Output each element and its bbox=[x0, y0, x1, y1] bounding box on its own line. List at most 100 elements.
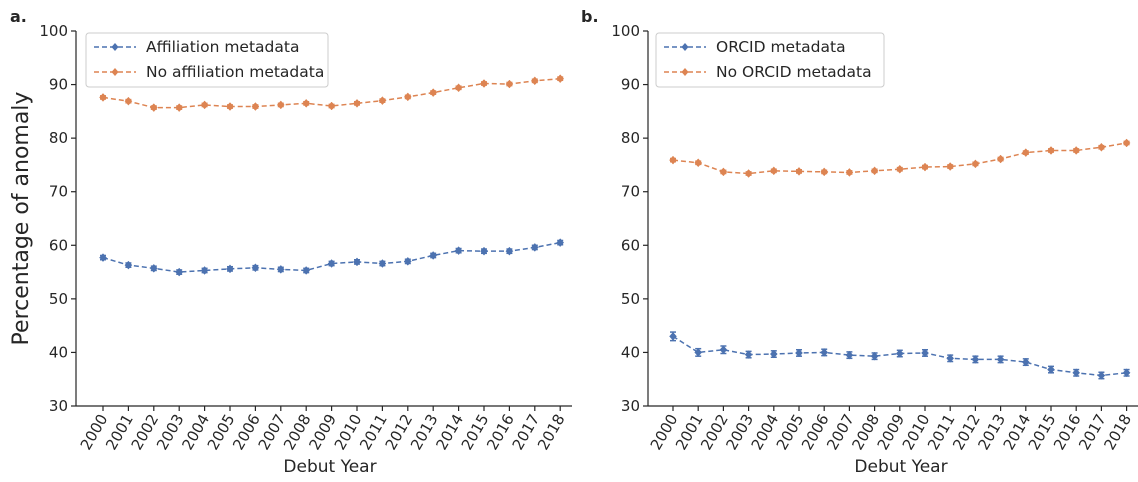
legend-label: Affiliation metadata bbox=[146, 38, 299, 56]
data-point bbox=[820, 348, 829, 357]
data-point bbox=[669, 331, 677, 341]
data-point bbox=[175, 267, 184, 277]
y-tick-label: 30 bbox=[49, 397, 68, 415]
data-point bbox=[1097, 371, 1106, 380]
y-tick-label: 80 bbox=[49, 129, 68, 147]
data-point bbox=[454, 83, 463, 93]
data-point bbox=[1097, 142, 1106, 152]
data-point bbox=[200, 100, 209, 110]
y-tick-label: 70 bbox=[49, 183, 68, 201]
data-point bbox=[251, 102, 260, 111]
legend-frame bbox=[655, 32, 885, 88]
y-tick-label: 80 bbox=[621, 129, 640, 147]
data-point bbox=[795, 348, 803, 358]
data-point bbox=[226, 102, 234, 111]
y-tick-label: 90 bbox=[621, 76, 640, 94]
x-axis-title: Debut Year bbox=[854, 457, 947, 477]
data-point bbox=[403, 92, 412, 102]
data-point bbox=[353, 98, 361, 108]
legend: Affiliation metadata No affiliation metad… bbox=[85, 32, 329, 88]
legend: ORCID metadata No ORCID metadata bbox=[655, 32, 885, 88]
legend-frame bbox=[85, 32, 329, 88]
data-point bbox=[1047, 365, 1055, 374]
data-point bbox=[505, 246, 514, 256]
data-point bbox=[996, 355, 1005, 364]
data-point bbox=[1072, 368, 1081, 378]
panel-label: a. bbox=[10, 7, 27, 26]
data-point bbox=[302, 266, 311, 275]
y-tick-label: 90 bbox=[49, 76, 68, 94]
data-point bbox=[895, 349, 904, 358]
data-point bbox=[1021, 148, 1030, 157]
data-point bbox=[1072, 146, 1081, 155]
data-point bbox=[429, 88, 438, 97]
data-point bbox=[845, 168, 854, 177]
series-orange bbox=[99, 74, 565, 112]
legend-label: ORCID metadata bbox=[716, 38, 846, 56]
data-point bbox=[530, 243, 539, 252]
data-point bbox=[895, 164, 904, 174]
data-point bbox=[124, 260, 133, 270]
legend-marker bbox=[111, 68, 119, 76]
y-tick-label: 40 bbox=[49, 343, 68, 361]
data-point bbox=[921, 162, 929, 172]
series-blue bbox=[99, 238, 565, 277]
data-point bbox=[200, 266, 209, 275]
x-axis-title: Debut Year bbox=[283, 457, 376, 477]
legend-label: No ORCID metadata bbox=[716, 63, 872, 81]
data-point bbox=[719, 345, 728, 355]
data-point bbox=[480, 246, 488, 256]
data-point bbox=[480, 79, 488, 88]
y-tick-label: 60 bbox=[621, 236, 640, 254]
data-point bbox=[769, 166, 778, 176]
data-point bbox=[378, 96, 387, 106]
data-point bbox=[454, 246, 463, 256]
data-point bbox=[1047, 146, 1055, 155]
series-orange bbox=[669, 138, 1131, 178]
data-point bbox=[327, 259, 336, 268]
data-point bbox=[276, 265, 285, 274]
data-point bbox=[870, 351, 879, 361]
data-point bbox=[1122, 138, 1131, 148]
data-point bbox=[719, 167, 728, 177]
data-point bbox=[744, 350, 753, 359]
data-point bbox=[1021, 357, 1030, 367]
panel-a: 3040506070809010020002001200220032004200… bbox=[9, 7, 572, 477]
data-point bbox=[505, 79, 514, 89]
data-point bbox=[149, 263, 158, 273]
y-tick-label: 100 bbox=[611, 22, 640, 40]
data-point bbox=[744, 169, 753, 178]
data-point bbox=[99, 253, 107, 262]
data-point bbox=[99, 93, 107, 102]
data-point bbox=[769, 349, 778, 359]
y-tick-label: 50 bbox=[621, 290, 640, 308]
data-point bbox=[1122, 368, 1131, 378]
y-tick-label: 30 bbox=[621, 397, 640, 415]
data-point bbox=[971, 355, 980, 364]
data-point bbox=[795, 166, 803, 176]
data-point bbox=[302, 98, 311, 108]
panel-b: 3040506070809010020002001200220032004200… bbox=[581, 7, 1138, 477]
data-point bbox=[327, 101, 336, 111]
x-tick-label: 2018 bbox=[1100, 411, 1135, 453]
data-point bbox=[996, 154, 1005, 164]
y-tick-label: 60 bbox=[49, 236, 68, 254]
data-point bbox=[530, 76, 539, 86]
data-point bbox=[845, 350, 854, 360]
data-point bbox=[556, 74, 565, 84]
data-point bbox=[669, 155, 677, 165]
series-blue bbox=[669, 331, 1131, 380]
data-point bbox=[276, 100, 285, 110]
data-point bbox=[921, 348, 929, 358]
data-point bbox=[353, 257, 361, 267]
data-point bbox=[378, 259, 387, 268]
panel-label: b. bbox=[581, 7, 599, 26]
data-point bbox=[694, 158, 703, 168]
legend-marker bbox=[681, 68, 689, 76]
data-point bbox=[251, 263, 260, 273]
data-point bbox=[556, 238, 565, 247]
y-tick-label: 100 bbox=[39, 22, 68, 40]
legend-label: No affiliation metadata bbox=[146, 63, 324, 81]
data-point bbox=[946, 162, 955, 171]
